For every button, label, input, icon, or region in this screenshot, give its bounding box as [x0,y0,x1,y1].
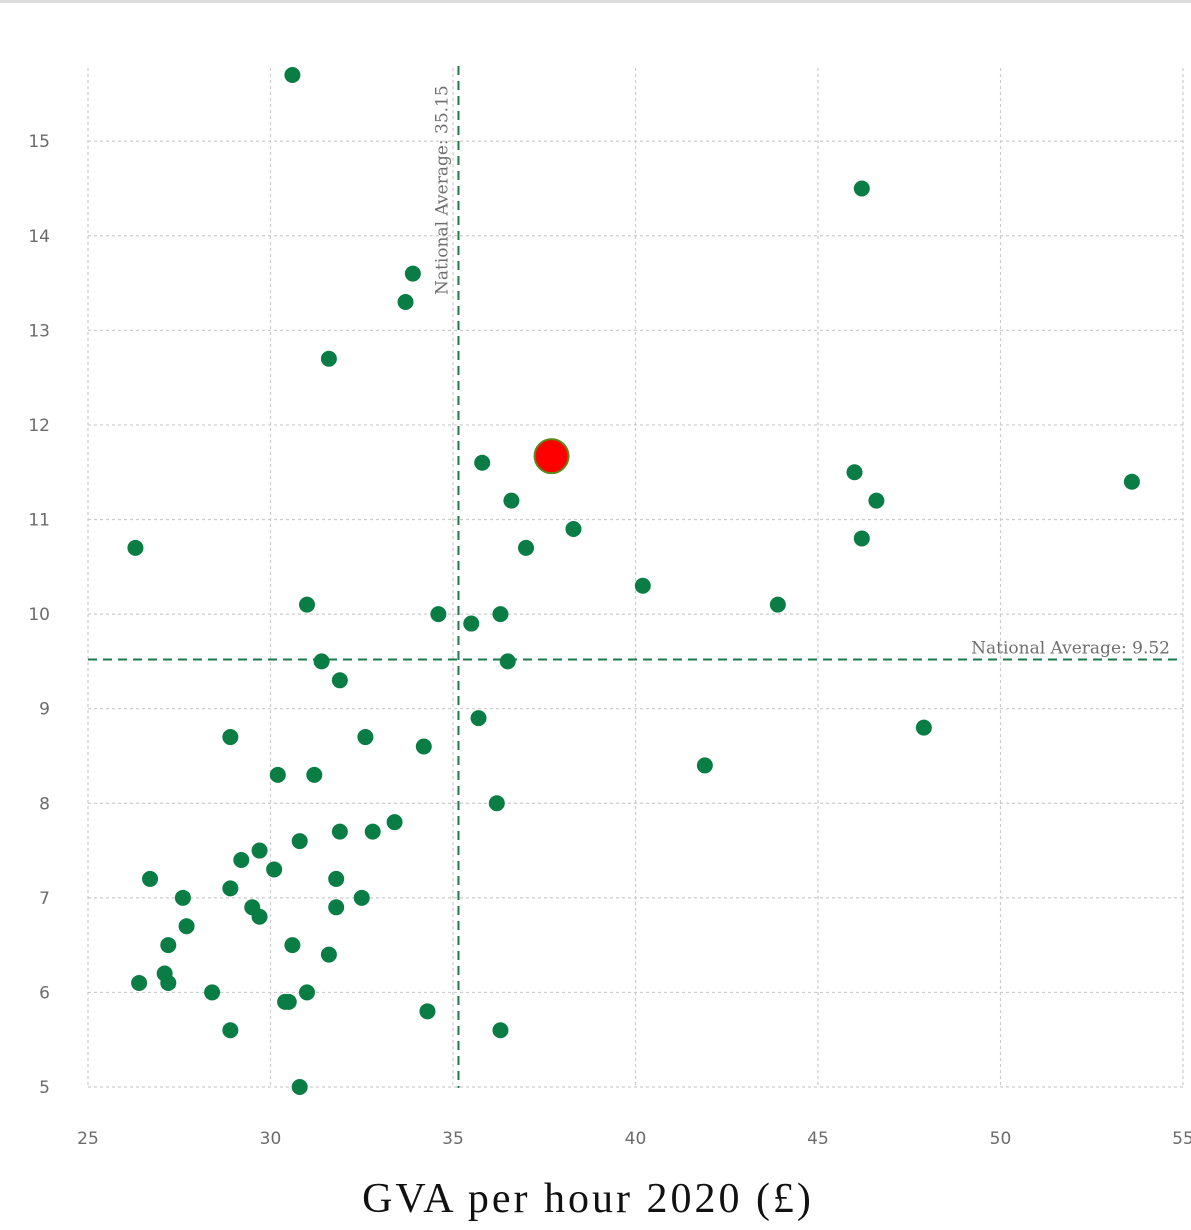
data-point-38 [266,861,283,878]
data-point-2 [404,265,421,282]
data-point-30 [306,766,323,783]
data-point-54 [204,984,221,1001]
data-point-6 [846,464,863,481]
data-point-41 [222,880,239,897]
x-axis-title: GVA per hour 2020 (£) [362,1176,814,1222]
data-point-21 [499,653,516,670]
data-point-29 [269,766,286,783]
x-tick-label-0: 25 [77,1129,99,1149]
data-point-39 [142,870,159,887]
data-point-1 [853,180,870,197]
data-point-58 [419,1003,436,1020]
data-points [127,67,1140,1095]
data-point-17 [430,606,447,623]
x-tick-label-4: 45 [807,1129,829,1149]
data-point-52 [131,974,148,991]
data-point-24 [915,719,932,736]
data-point-59 [222,1022,239,1039]
y-tick-labels: 5 6 7 8 9 10 11 12 13 14 15 [28,132,50,1098]
data-point-3 [397,293,414,310]
data-point-18 [492,606,509,623]
x-tick-label-2: 35 [442,1129,464,1149]
data-point-50 [320,946,337,963]
data-point-19 [463,615,480,632]
data-point-10 [565,520,582,537]
data-point-61 [291,1079,308,1095]
data-point-25 [222,729,239,746]
y-tick-label-1: 6 [39,983,50,1003]
gridlines [87,68,1185,1088]
y-tick-label-3: 8 [39,794,50,814]
data-point-31 [488,795,505,812]
x-tick-label-1: 30 [260,1129,282,1149]
data-point-57 [280,993,297,1010]
data-point-37 [233,852,250,869]
x-tick-label-5: 50 [990,1129,1012,1149]
data-point-47 [178,918,195,935]
y-tick-label-4: 9 [39,700,50,720]
y-tick-label-0: 5 [39,1078,50,1098]
data-point-28 [696,757,713,774]
data-point-43 [353,889,370,906]
data-point-9 [868,492,885,509]
x-tick-label-3: 40 [625,1129,647,1149]
data-point-16 [769,596,786,613]
y-tick-label-9: 14 [28,227,50,247]
data-point-7 [1123,473,1140,490]
data-point-40 [328,870,345,887]
data-point-22 [331,672,348,689]
data-point-55 [299,984,315,1001]
data-point-27 [415,738,432,755]
y-tick-label-2: 7 [39,889,50,909]
x-tick-labels: 25 30 35 40 45 50 55 [77,1129,1191,1149]
data-point-32 [386,814,403,831]
data-point-15 [299,596,315,613]
data-point-8 [503,492,520,509]
data-point-48 [160,937,177,954]
data-point-34 [364,823,381,840]
data-point-5 [474,454,491,471]
data-point-35 [291,833,308,850]
highlight-point [533,438,570,475]
y-tick-label-10: 15 [28,132,50,152]
reference-label-y: National Average: 9.52 [971,639,1170,659]
y-tick-label-7: 12 [28,416,50,436]
data-point-11 [853,530,870,547]
reference-label-x: National Average: 35.15 [432,85,452,295]
data-point-45 [328,899,345,916]
data-point-26 [357,729,374,746]
data-point-36 [251,842,268,859]
y-tick-label-5: 10 [28,605,50,625]
data-point-12 [127,539,144,556]
y-tick-label-8: 13 [28,321,50,341]
data-point-60 [492,1022,509,1039]
data-point-14 [634,577,651,594]
highlight-layer [533,438,570,475]
data-point-13 [518,539,534,556]
data-point-49 [284,937,301,954]
top-border [0,0,1191,3]
x-tick-label-6: 55 [1172,1129,1191,1149]
reference-lines: National Average: 35.15 National Average:… [88,66,1183,1088]
data-point-53 [160,974,177,991]
y-tick-label-6: 11 [28,511,50,531]
data-point-0 [284,67,301,83]
data-point-4 [320,350,337,367]
data-point-46 [251,908,268,925]
data-point-23 [470,710,487,727]
data-point-20 [313,653,330,670]
data-point-33 [331,823,348,840]
data-point-42 [174,889,191,906]
